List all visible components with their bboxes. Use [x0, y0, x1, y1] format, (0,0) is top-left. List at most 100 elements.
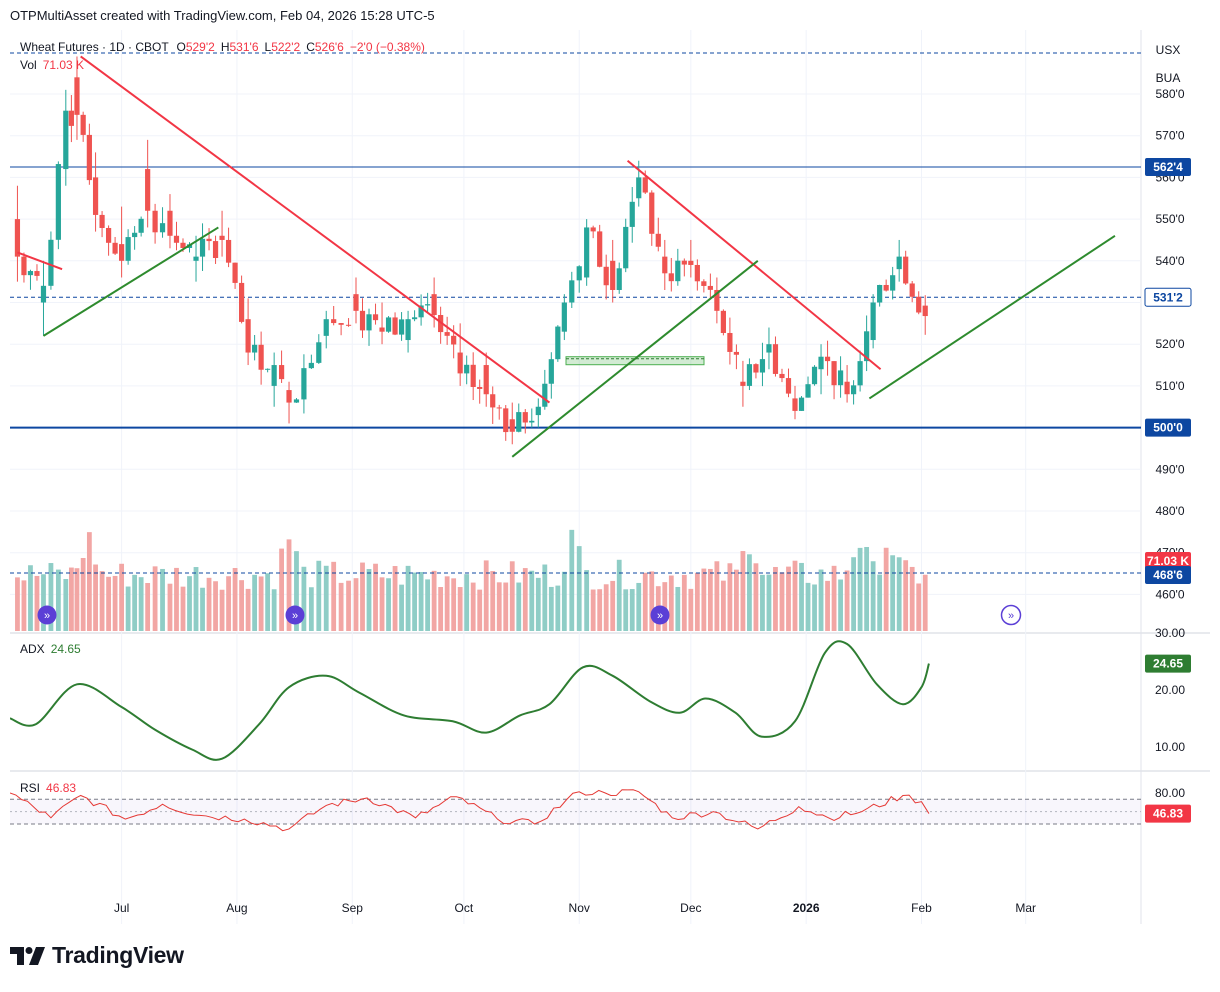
scale-button-usx[interactable]: USX — [1156, 43, 1181, 57]
volume-bar — [206, 577, 212, 631]
candle-body — [425, 304, 431, 306]
candle-body — [662, 256, 668, 274]
volume-bar — [548, 586, 554, 631]
levels-layer — [10, 52, 1141, 429]
candle-body — [14, 219, 21, 257]
volume-bar — [851, 557, 856, 631]
volume-bar — [93, 564, 98, 631]
candle-body — [438, 315, 444, 333]
candle-body — [535, 406, 541, 416]
candle-body — [293, 399, 300, 403]
candle-body — [477, 386, 483, 389]
volume-bar — [34, 575, 40, 631]
volume-bar — [405, 565, 411, 631]
candle-body — [125, 237, 131, 261]
scale-button-bua[interactable]: BUA — [1156, 71, 1181, 85]
candle-body — [372, 314, 379, 321]
candle-body — [308, 362, 314, 369]
rsi-badge-bg — [1145, 804, 1191, 823]
volume-bar — [896, 557, 902, 631]
volume-bar — [279, 548, 284, 631]
volume-bar — [245, 588, 251, 631]
volume-bar — [576, 546, 582, 631]
rsi-legend-value: 46.83 — [46, 781, 76, 795]
volume-bar — [28, 565, 33, 631]
volume-bar — [160, 568, 165, 631]
support-zone — [565, 356, 705, 366]
volume-bar — [145, 583, 151, 631]
candle-body — [714, 289, 720, 311]
candle-body — [392, 317, 398, 335]
candle-body — [167, 210, 173, 236]
candle-body — [34, 271, 40, 276]
adx-tick-label: 10.00 — [1155, 740, 1185, 754]
volume-bar — [119, 563, 125, 631]
volume-bar — [766, 574, 772, 631]
volume-bar — [740, 551, 746, 631]
candle-body — [405, 319, 411, 341]
price-tick-label: 550'0 — [1156, 212, 1185, 226]
candle-body — [569, 280, 575, 303]
volume-bar — [477, 589, 483, 631]
volume-bar — [470, 582, 476, 631]
event-marker-icon[interactable]: » — [285, 605, 305, 625]
candle-body — [331, 319, 337, 324]
volume-bar — [584, 570, 590, 631]
candle-body — [132, 232, 138, 238]
rsi-legend: RSI 46.83 — [20, 781, 76, 795]
volume-bar — [561, 571, 567, 631]
legend-close-label: C — [306, 40, 315, 54]
volume-bar — [68, 567, 74, 631]
uptrend-line — [511, 260, 759, 458]
time-axis-label: Mar — [1015, 901, 1036, 915]
volume-bar — [379, 577, 385, 631]
volume-bar — [503, 582, 509, 631]
candle-body — [668, 273, 674, 282]
candle-body — [649, 192, 655, 234]
candle-body — [798, 397, 805, 411]
volume-bar — [425, 579, 431, 631]
volume-bar — [99, 571, 105, 631]
candle-body — [629, 201, 635, 227]
candle-body — [398, 319, 405, 335]
time-axis-label: Jul — [114, 901, 129, 915]
candle-body — [694, 264, 700, 282]
candle-body — [225, 239, 232, 263]
volume-bar — [483, 560, 489, 631]
volume-bar — [167, 583, 173, 631]
time-axis-label: Aug — [226, 901, 247, 915]
volume-legend-value: 71.03 K — [43, 58, 84, 72]
volume-bar — [187, 576, 192, 631]
volume-bar — [152, 566, 158, 631]
event-marker-icon[interactable]: » — [37, 605, 57, 625]
candle-body — [590, 227, 596, 232]
candle-body — [870, 302, 876, 341]
candle-body — [301, 368, 307, 400]
candle-body — [642, 177, 648, 193]
candle-body — [40, 285, 47, 303]
candle-body — [145, 169, 151, 211]
candle-body — [824, 356, 831, 362]
event-marker-icon[interactable]: » — [650, 605, 670, 625]
rsi-legend-label: RSI — [20, 781, 40, 795]
volume-bar — [331, 561, 337, 631]
event-marker-icon[interactable]: » — [1000, 604, 1022, 626]
chart-svg: 580'0570'0560'0550'0540'0530'0520'0510'0… — [9, 30, 1210, 924]
volume-bar — [883, 547, 889, 631]
candle-body — [457, 352, 463, 374]
volume-bar — [301, 566, 307, 631]
volume-bar — [610, 580, 616, 631]
volume-bar — [812, 584, 817, 631]
volume-bar — [668, 575, 674, 631]
volume-bar — [890, 555, 896, 631]
candle-body — [555, 326, 561, 360]
volume-bar — [15, 577, 20, 631]
candle-body — [138, 218, 144, 233]
candle-body — [831, 361, 837, 386]
candle-body — [48, 239, 54, 286]
badge-volume-ma-bg — [1145, 566, 1191, 584]
candle-body — [616, 268, 622, 290]
candle-body — [753, 364, 759, 373]
downtrend-line — [17, 251, 63, 271]
volume-bar — [792, 560, 798, 631]
